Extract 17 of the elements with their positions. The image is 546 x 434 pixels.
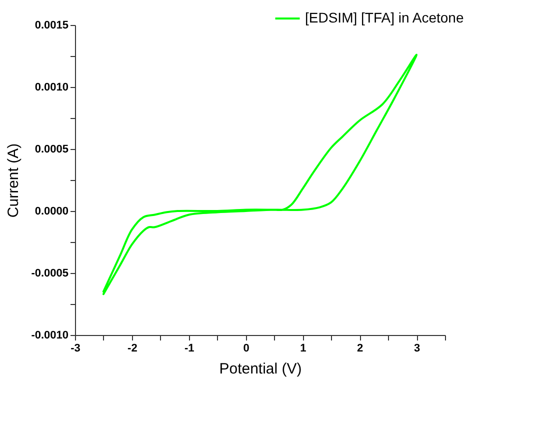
y-tick-label: 0.0000 [34, 206, 68, 218]
line-series [102, 54, 418, 296]
x-tick-label: -2 [128, 342, 138, 354]
y-tick-label: -0.0010 [31, 330, 68, 342]
y-tick-label: 0.0015 [34, 20, 68, 32]
x-tick-label: -1 [184, 342, 194, 354]
x-tick-label: 0 [243, 342, 250, 354]
x-tick-label: 3 [414, 342, 420, 354]
x-tick-label: 1 [300, 342, 306, 354]
x-tick-label: -3 [70, 342, 80, 354]
y-tick-label: 0.0005 [34, 144, 68, 156]
x-axis-title: Potential (V) [219, 360, 302, 378]
y-axis-title: Current (A) [5, 143, 22, 218]
x-tick-label: 2 [357, 342, 364, 354]
y-tick-label: -0.0005 [31, 268, 68, 280]
legend-label: [EDSIM] [TFA] in Acetone [305, 10, 464, 26]
y-tick-label: 0.0010 [34, 82, 68, 94]
